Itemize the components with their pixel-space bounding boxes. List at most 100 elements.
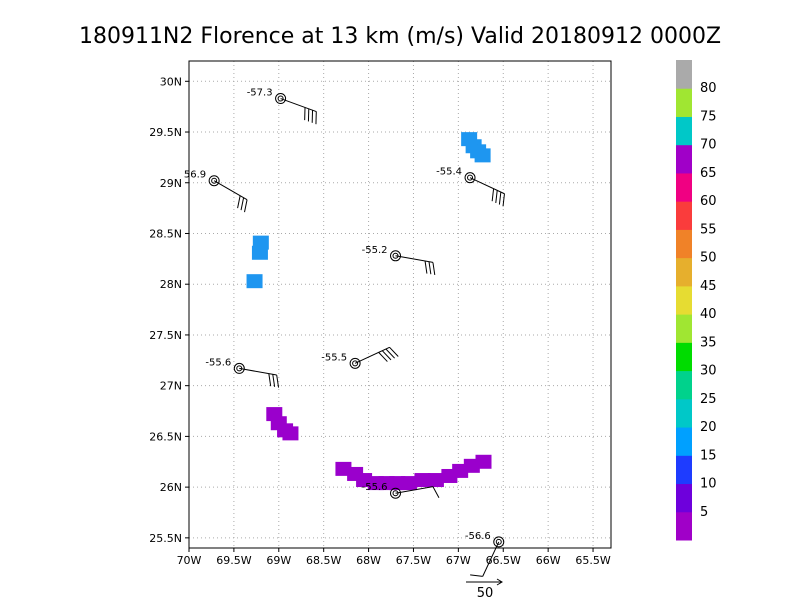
wind-barb-flag [268,373,272,387]
wind-barb-shaft [395,255,434,263]
colorbar-swatch [676,229,692,259]
colorbar-swatch [676,427,692,456]
station-label: -55.6 [205,357,231,368]
x-axis-ticks: 70W 69.5W 69W 68.5W 68W 67.5W 67W 66.5W 66W 65.5W [177,548,611,567]
x-tick-label: 68.5W [306,554,341,567]
station-circle-outer [464,172,476,184]
x-tick-label: 69.5W [216,554,251,567]
station-label: -57.3 [247,88,273,99]
station-label: -55.2 [362,245,388,256]
wind-barb-flag [381,350,392,361]
wind-barb-flag [237,195,241,209]
wind-cell [427,473,444,488]
station-label: -56.6 [465,531,491,542]
colorbar-swatch [676,201,692,230]
wind-barb-flag [385,348,395,359]
wind-barb-shaft [482,541,500,577]
station-marker: 56.9 [184,170,248,213]
station-circle-inner [495,538,502,545]
station-circle-outer [390,250,402,262]
wind-barb-flag [491,188,495,202]
colorbar-swatch [676,88,692,117]
x-tick-label: 70W [177,554,202,567]
wind-barb-flag [389,346,399,357]
colorbar-label: 65 [700,166,717,181]
colorbar-swatch [676,455,692,485]
wind-barb-shaft [239,367,277,376]
wind-barb-flag [495,190,498,203]
wind-barb-flag [470,574,483,577]
station-circle-inner [352,360,359,367]
colorbar-label: 30 [700,364,717,379]
station-circle-inner [277,95,284,102]
wind-barb-flag [276,374,280,388]
station-marker: -55.2 [362,245,436,275]
colorbar-swatch [676,483,692,513]
y-tick-label: 27N [160,380,182,393]
station-marker: -56.6 [465,531,505,577]
wind-barb-flag [498,191,502,205]
x-tick-label: 67.5W [396,554,431,567]
station-marker: -55.5 [321,346,399,369]
colorbar-swatch [676,285,692,315]
y-tick-label: 29N [160,177,182,190]
colorbar-label: 55 [700,222,717,237]
colorbar-label: 80 [700,81,717,96]
colorbar-swatch [676,60,692,89]
colorbar-label: 60 [700,194,717,209]
wind-barb-shaft [280,98,317,113]
colorbar-swatch [676,342,692,372]
wind-barb-shaft [354,346,390,364]
station-circle-outer [233,362,245,374]
chart-title: 180911N2 Florence at 13 km (m/s) Valid 2… [79,24,721,49]
wind-cell [246,274,263,289]
x-tick-label: 68W [356,554,381,567]
grid-lines [189,61,611,548]
wind-barb-flag [244,199,248,213]
colorbar-label: 20 [700,420,717,435]
station-circle-outer [349,357,361,369]
wind-barb-flag [428,261,432,275]
station-marker: -55.6 [205,357,280,388]
colorbar-label: 35 [700,335,717,350]
wind-barb-shaft [213,180,248,201]
wind-speed-cells [246,132,492,491]
station-circle-inner [211,177,218,184]
colorbar-swatch [676,144,692,174]
y-tick-label: 25.5N [149,532,182,545]
colorbar-label: 15 [700,448,717,463]
wind-barb-flag [502,193,505,207]
station-circle-outer [208,175,220,187]
colorbar-label: 25 [700,392,717,407]
x-tick-label: 65.5W [575,554,610,567]
wind-barb-flag [424,260,428,274]
reference-vector-label: 50 [477,586,494,600]
station-label: -55.4 [436,167,462,178]
colorbar: 5 10 15 20 25 30 35 40 45 50 55 60 65 70 75 80 [676,60,717,541]
colorbar-swatch [676,398,692,428]
plot-frame [188,60,612,549]
wind-barb-flag [432,486,440,498]
colorbar-swatch [676,172,692,202]
colorbar-label: 5 [700,505,708,520]
wind-barb-shaft [469,177,505,195]
y-tick-label: 30N [160,75,182,88]
y-tick-label: 26N [160,481,182,494]
colorbar-label: 40 [700,307,717,322]
reference-vector: 50 [466,578,503,600]
wind-cell [251,245,268,260]
station-marker: -55.6 [362,482,440,499]
station-marker: -57.3 [247,88,317,125]
colorbar-swatch [676,370,692,400]
colorbar-swatch [676,314,692,343]
y-tick-label: 28.5N [149,227,182,240]
station-label: -55.5 [321,352,347,363]
station-markers: -57.3 56.9 -55.4 -55.2 -55.5 -55.6 -55.6 -56.6 [184,88,505,577]
x-tick-label: 69W [266,554,291,567]
x-tick-label: 67W [446,554,471,567]
wind-cell [461,132,478,147]
wind-cell [282,426,299,441]
wind-barb-flag [272,374,276,387]
colorbar-swatch [676,511,692,541]
y-tick-label: 26.5N [149,430,182,443]
